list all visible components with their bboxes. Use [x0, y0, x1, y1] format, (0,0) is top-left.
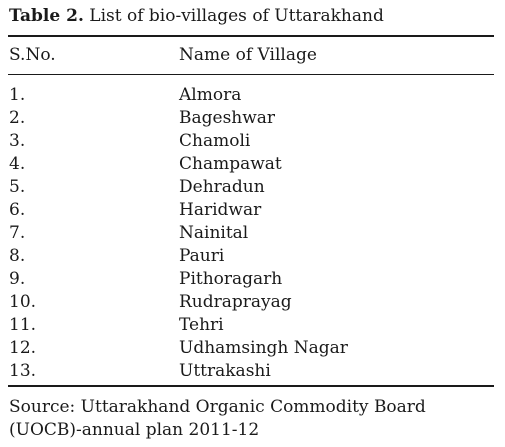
row-serial-number: 6.	[9, 200, 26, 220]
row-village-name: Pauri	[179, 246, 225, 266]
row-village-name: Pithoragarh	[179, 269, 283, 289]
table-row: 5. Dehradun	[0, 176, 505, 199]
row-serial-number: 2.	[9, 108, 26, 128]
row-serial-number: 12.	[9, 338, 37, 358]
table-bottom-rule	[8, 385, 494, 387]
table-row: 12. Udhamsingh Nagar	[0, 337, 505, 360]
table-source-note: Source: Uttarakhand Organic Commodity Bo…	[9, 397, 426, 440]
row-serial-number: 5.	[9, 177, 26, 197]
table-caption-label: Table 2.	[9, 6, 84, 26]
row-village-name: Nainital	[179, 223, 249, 243]
table-row: 4. Champawat	[0, 153, 505, 176]
row-serial-number: 1.	[9, 85, 26, 105]
row-serial-number: 10.	[9, 292, 37, 312]
row-village-name: Tehri	[179, 315, 224, 335]
table-row: 3. Chamoli	[0, 130, 505, 153]
table-body: 1. Almora 2. Bageshwar 3. Chamoli 4. Champawat 5…	[0, 84, 505, 383]
row-village-name: Haridwar	[179, 200, 262, 220]
table-header-rule	[8, 74, 494, 75]
row-village-name: Bageshwar	[179, 108, 276, 128]
row-serial-number: 8.	[9, 246, 26, 266]
table-row: 10. Rudraprayag	[0, 291, 505, 314]
table-row: 8. Pauri	[0, 245, 505, 268]
row-village-name: Chamoli	[179, 131, 251, 151]
row-serial-number: 11.	[9, 315, 37, 335]
table-caption-text: List of bio-villages of Uttarakhand	[83, 6, 384, 26]
table-row: 2. Bageshwar	[0, 107, 505, 130]
table-row: 1. Almora	[0, 84, 505, 107]
column-header-sno: S.No.	[9, 45, 56, 65]
table-row: 11. Tehri	[0, 314, 505, 337]
row-serial-number: 9.	[9, 269, 26, 289]
table-row: 7. Nainital	[0, 222, 505, 245]
row-serial-number: 13.	[9, 361, 37, 381]
row-serial-number: 3.	[9, 131, 26, 151]
table-top-rule	[8, 35, 494, 37]
table-row: 13. Uttrakashi	[0, 360, 505, 383]
row-serial-number: 7.	[9, 223, 26, 243]
row-serial-number: 4.	[9, 154, 26, 174]
row-village-name: Champawat	[179, 154, 282, 174]
table-row: 6. Haridwar	[0, 199, 505, 222]
table-caption: Table 2. List of bio-villages of Uttarak…	[9, 5, 384, 27]
row-village-name: Rudraprayag	[179, 292, 292, 312]
row-village-name: Almora	[179, 85, 242, 105]
row-village-name: Dehradun	[179, 177, 265, 197]
table-row: 9. Pithoragarh	[0, 268, 505, 291]
row-village-name: Udhamsingh Nagar	[179, 338, 348, 358]
row-village-name: Uttrakashi	[179, 361, 271, 381]
column-header-village: Name of Village	[179, 45, 317, 65]
